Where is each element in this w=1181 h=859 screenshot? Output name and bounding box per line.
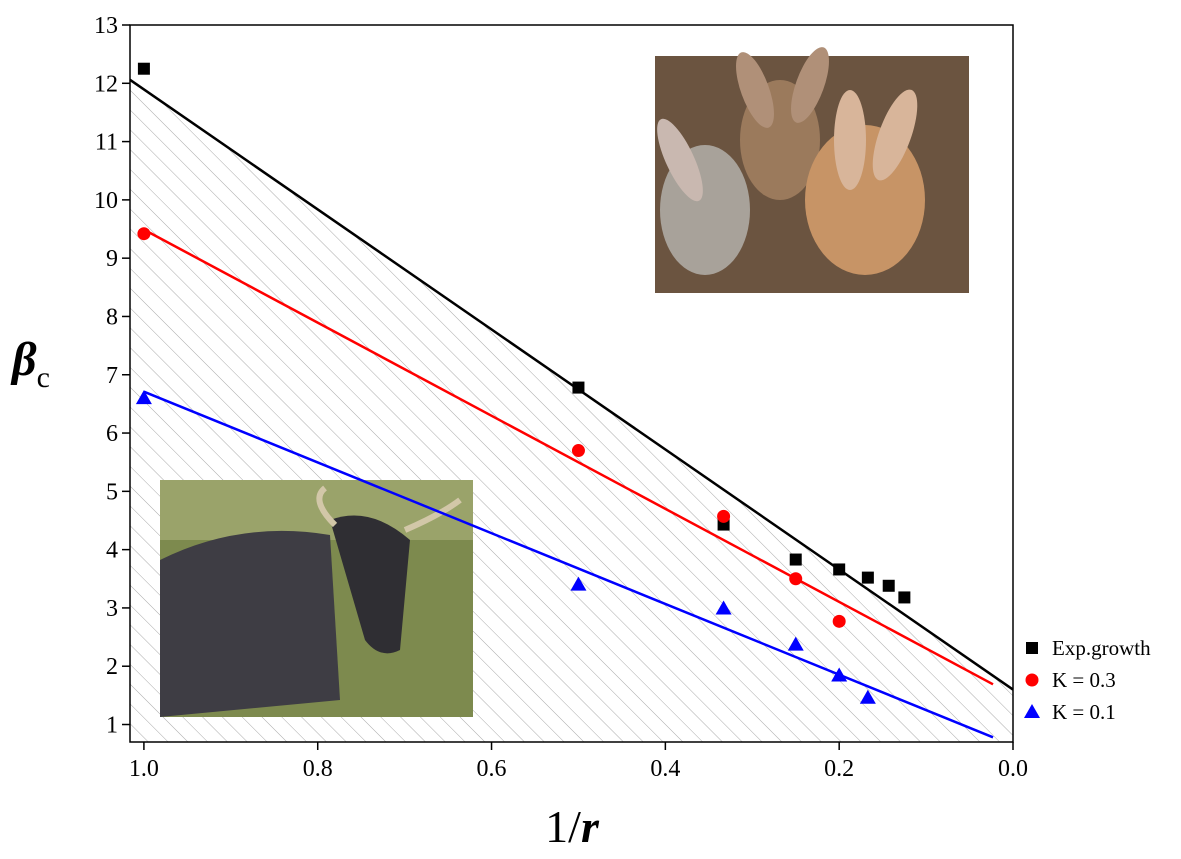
- y-tick-label: 4: [106, 538, 118, 564]
- y-tick-label: 9: [106, 246, 118, 272]
- y-tick-label: 6: [106, 421, 118, 447]
- y-tick-label: 1: [106, 713, 118, 739]
- legend-marker: [1024, 704, 1040, 718]
- x-label-var: r: [581, 801, 600, 852]
- point: [833, 615, 846, 628]
- point: [572, 444, 585, 457]
- y-tick-label: 3: [106, 596, 118, 622]
- y-tick-label: 8: [106, 304, 118, 330]
- y-tick-label: 10: [94, 188, 118, 214]
- point: [898, 591, 910, 603]
- rabbit-photo: [648, 43, 969, 293]
- point: [790, 554, 802, 566]
- y-tick-label: 12: [94, 71, 118, 97]
- x-axis-label: 1/r: [545, 801, 600, 852]
- x-tick-label: 0.4: [650, 756, 680, 782]
- legend: Exp.growth K = 0.3 K = 0.1: [1024, 636, 1151, 724]
- y-tick-label: 7: [106, 363, 118, 389]
- point: [883, 580, 895, 592]
- wildebeest-photo: [160, 480, 473, 717]
- point: [833, 563, 845, 575]
- x-tick-label: 0.8: [303, 756, 333, 782]
- x-tick-label: 0.6: [477, 756, 507, 782]
- point: [717, 510, 730, 523]
- point: [862, 572, 874, 584]
- point: [789, 572, 802, 585]
- legend-label: K = 0.3: [1052, 668, 1116, 692]
- x-label-text: 1/: [545, 801, 581, 852]
- y-axis-label: βc: [10, 333, 50, 394]
- x-tick-label: 1.0: [129, 756, 159, 782]
- y-tick-label: 5: [106, 479, 118, 505]
- x-tick-label: 0.2: [824, 756, 854, 782]
- legend-marker: [1026, 674, 1039, 687]
- legend-marker: [1026, 642, 1038, 654]
- chart: Exp.growthK = 0.3K = 0.1 123456789101112…: [0, 0, 1181, 854]
- point: [572, 382, 584, 394]
- y-tick-label: 11: [95, 130, 118, 156]
- y-tick-label: 2: [106, 654, 118, 680]
- legend-label: Exp.growth: [1052, 636, 1151, 660]
- point: [137, 227, 150, 240]
- y-tick-label: 13: [94, 13, 118, 39]
- x-tick-label: 0.0: [998, 756, 1028, 782]
- point: [138, 63, 150, 75]
- y-label-sub: c: [37, 361, 50, 394]
- legend-label: K = 0.1: [1052, 700, 1116, 724]
- y-label-text: β: [10, 333, 37, 386]
